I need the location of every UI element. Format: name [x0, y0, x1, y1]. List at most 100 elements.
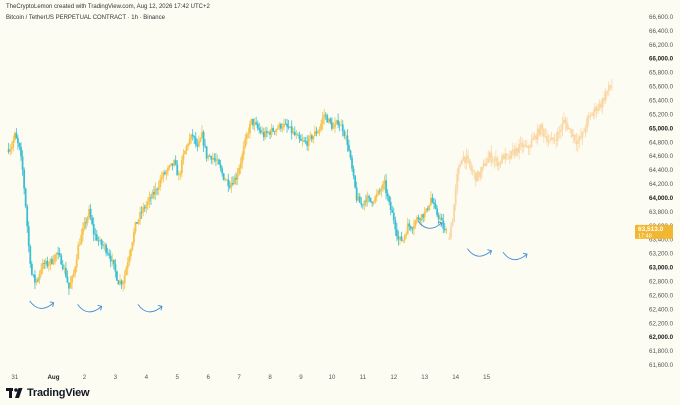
projection-candle	[604, 92, 607, 101]
price-candle	[64, 268, 67, 277]
y-axis[interactable]: 61,600.0 61,800.0 62,000.0 62,200.0 62,400.0…	[649, 14, 674, 369]
y-tick-label: 65,000.0	[649, 125, 674, 132]
price-candle	[368, 196, 370, 198]
projection-candle	[598, 103, 601, 109]
price-candle	[382, 183, 384, 190]
price-candle	[215, 159, 217, 161]
price-candle	[218, 159, 220, 165]
price-candle	[7, 149, 10, 152]
price-candle	[405, 234, 408, 237]
price-candle	[247, 133, 250, 135]
curved-arrow	[29, 300, 55, 309]
price-candle	[23, 169, 26, 189]
price-candle	[346, 135, 349, 145]
price-candle	[133, 231, 135, 243]
price-candle	[425, 208, 428, 212]
price-candle	[92, 224, 95, 235]
y-tick-label: 64,600.0	[649, 153, 674, 160]
price-candle	[111, 259, 114, 262]
price-candle	[187, 144, 189, 147]
projection-candle	[535, 135, 537, 140]
price-candle	[66, 276, 69, 283]
price-candle	[55, 252, 58, 255]
projection-candle	[471, 170, 474, 172]
bottom-bar	[0, 382, 680, 405]
x-tick-label: 31	[11, 374, 18, 381]
price-candle	[177, 174, 180, 176]
price-candle	[361, 204, 364, 206]
price-candle	[233, 177, 236, 185]
price-candle	[194, 137, 197, 145]
projection-candle	[572, 134, 575, 137]
price-candle	[414, 220, 417, 226]
price-candle	[208, 155, 211, 157]
arrow-head	[487, 249, 492, 255]
price-candle	[416, 217, 418, 221]
projection-candle	[552, 137, 555, 140]
price-candle	[106, 252, 109, 254]
price-candle	[296, 134, 299, 136]
price-candle	[443, 228, 446, 231]
candlestick-series	[7, 108, 448, 295]
price-candle	[352, 168, 355, 176]
arrow-curve	[137, 304, 163, 313]
price-candle	[210, 156, 213, 160]
symbol-title: Bitcoin / TetherUS PERPETUAL CONTRACT · …	[6, 15, 165, 21]
price-candle	[57, 252, 60, 254]
y-tick-label: 66,200.0	[649, 42, 674, 49]
price-candle	[201, 131, 203, 139]
price-candle	[256, 123, 259, 128]
price-candle	[358, 196, 361, 203]
projection-candle	[499, 162, 502, 164]
price-candle	[60, 255, 63, 265]
projection-candle	[555, 140, 558, 141]
projection-candle	[600, 103, 602, 108]
price-candle	[259, 129, 262, 133]
price-candle	[165, 171, 168, 175]
x-axis[interactable]: 31 Aug 2 3 4 5 6 7 8 9 10 11 12 13 14 15	[11, 374, 490, 381]
projection-candle	[511, 149, 514, 151]
price-candle	[142, 207, 145, 213]
price-candle	[119, 280, 121, 285]
price-candle	[94, 234, 97, 236]
price-candle	[116, 271, 118, 281]
price-candle	[320, 123, 322, 130]
x-tick-label: 15	[483, 374, 490, 381]
y-tick-label: 66,000.0	[649, 56, 674, 63]
x-tick-label: 12	[390, 374, 397, 381]
price-candle	[123, 275, 126, 284]
price-candle	[167, 167, 169, 172]
price-candle	[153, 192, 155, 195]
y-tick-label: 66,600.0	[649, 14, 674, 21]
price-candle	[348, 144, 350, 151]
price-candle	[46, 260, 49, 267]
price-candle	[88, 208, 90, 218]
tradingview-logo[interactable]: TradingView	[6, 386, 90, 400]
projection-candle	[448, 237, 451, 240]
price-candle	[188, 138, 191, 145]
price-candle	[281, 127, 284, 129]
price-candle	[100, 239, 103, 245]
price-candle	[89, 208, 92, 218]
price-candle	[354, 175, 357, 188]
price-candle	[355, 187, 358, 201]
price-candle	[37, 279, 39, 281]
projection-candle	[454, 188, 457, 205]
price-candle	[385, 180, 387, 194]
price-candle	[326, 115, 329, 123]
price-candle	[29, 246, 32, 264]
price-candle	[227, 179, 230, 187]
price-candle	[30, 263, 33, 275]
y-tick-label: 65,600.0	[649, 84, 674, 91]
price-candle	[337, 120, 340, 125]
price-candle	[236, 173, 239, 180]
price-candle	[278, 124, 281, 129]
x-tick-label: 10	[328, 374, 335, 381]
price-candle	[71, 276, 73, 283]
price-candle	[307, 136, 310, 146]
projection-candle	[529, 147, 531, 149]
projection-candle	[482, 163, 485, 167]
projection-candle	[558, 131, 561, 133]
projection-candle	[597, 108, 599, 111]
